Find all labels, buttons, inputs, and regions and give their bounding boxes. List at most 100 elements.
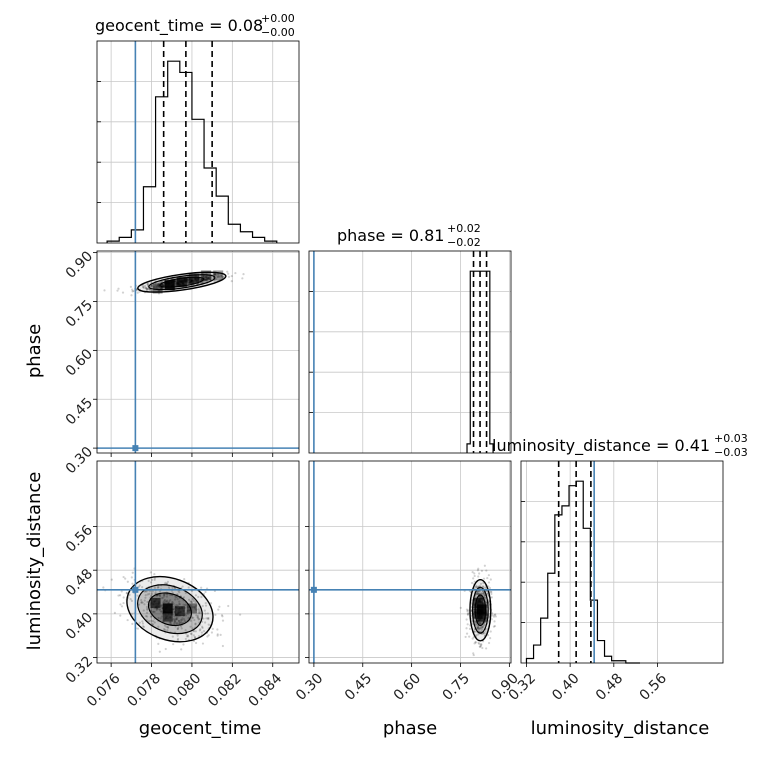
pair-panel-geocent-time-vs-luminosity-distance-sample: [217, 608, 220, 611]
hist-panel-phase-border: [308, 250, 512, 454]
pair-panel-phase-vs-luminosity-distance-sample: [482, 592, 485, 595]
hist-panel-luminosity-distance-bin: [526, 659, 533, 663]
pair-panel-geocent-time-vs-luminosity-distance-sample: [168, 621, 171, 624]
pair-panel-geocent-time-vs-luminosity-distance-sample: [173, 619, 176, 622]
pair-panel-geocent-time-vs-phase-sample: [154, 286, 157, 289]
pair-panel-geocent-time-vs-phase-sample: [161, 286, 165, 290]
pair-panel-phase-vs-luminosity-distance-sample: [487, 600, 491, 603]
pair-panel-geocent-time-vs-phase-sample: [162, 283, 166, 286]
pair-panel-geocent-time-vs-phase-sample: [145, 289, 149, 292]
pair-panel-geocent-time-vs-phase-sample: [208, 277, 211, 281]
ytick-label-phase: 0.45: [63, 395, 96, 428]
pair-panel-geocent-time-vs-luminosity-distance-sample: [176, 627, 179, 630]
pair-panel-geocent-time-vs-luminosity-distance-sample: [198, 629, 201, 632]
pair-panel-geocent-time-vs-luminosity-distance-sample: [165, 582, 168, 585]
pair-panel-phase-vs-luminosity-distance-border: [308, 460, 512, 664]
pair-panel-phase-vs-luminosity-distance-sample: [481, 646, 484, 650]
title-luminosity-distance-sub: −0.03: [714, 446, 748, 459]
pair-panel-geocent-time-vs-luminosity-distance-sample: [156, 607, 160, 610]
pair-panel-geocent-time-vs-luminosity-distance-sample: [145, 611, 149, 614]
pair-panel-geocent-time-vs-phase-sample: [150, 284, 153, 287]
pair-panel-geocent-time-vs-phase-sample: [205, 278, 208, 281]
pair-panel-geocent-time-vs-phase-truth-marker: [132, 445, 139, 452]
pair-panel-geocent-time-vs-phase-sample: [217, 275, 220, 278]
pair-panel-geocent-time-vs-phase-sample: [142, 286, 145, 289]
pair-panel-geocent-time-vs-luminosity-distance-sample: [151, 590, 154, 593]
pair-panel-geocent-time-vs-phase-sample: [161, 283, 164, 286]
title-luminosity-distance-main: luminosity_distance = 0.41: [492, 436, 710, 456]
pair-panel-geocent-time-vs-luminosity-distance-sample: [207, 634, 210, 637]
pair-panel-geocent-time-vs-luminosity-distance-sample: [138, 584, 141, 587]
pair-panel-geocent-time-vs-phase-sample: [209, 275, 212, 278]
pair-panel-geocent-time-vs-phase-sample: [174, 279, 177, 282]
pair-panel-geocent-time-vs-phase-mode-cell: [213, 270, 224, 281]
pair-panel-geocent-time-vs-luminosity-distance-sample: [164, 581, 167, 584]
pair-panel-geocent-time-vs-luminosity-distance-sample: [189, 619, 192, 622]
pair-panel-geocent-time-vs-phase-sample: [103, 289, 106, 292]
pair-panel-phase-vs-luminosity-distance-sample: [487, 574, 490, 577]
pair-panel-geocent-time-vs-luminosity-distance-sample: [192, 634, 195, 637]
pair-panel-phase-vs-luminosity-distance-sample: [476, 590, 479, 593]
pair-panel-phase-vs-luminosity-distance-sample: [482, 590, 485, 593]
xlabel-luminosity-distance: luminosity_distance: [531, 718, 710, 739]
ytick-label-phase: 0.90: [63, 248, 96, 281]
pair-panel-geocent-time-vs-phase-sample: [146, 282, 149, 285]
pair-panel-geocent-time-vs-luminosity-distance-sample: [155, 607, 159, 610]
pair-panel-geocent-time-vs-phase-sample: [204, 278, 207, 281]
pair-panel-phase-vs-luminosity-distance-sample: [479, 596, 482, 599]
pair-panel-geocent-time-vs-luminosity-distance-sample: [147, 620, 151, 623]
pair-panel-geocent-time-vs-luminosity-distance-sample: [153, 578, 156, 581]
pair-panel-geocent-time-vs-luminosity-distance-sample: [131, 622, 134, 625]
pair-panel-geocent-time-vs-phase-sample: [208, 276, 211, 279]
pair-panel-geocent-time-vs-phase-sample: [186, 278, 189, 281]
pair-panel-geocent-time-vs-luminosity-distance-sample: [206, 612, 209, 615]
hist-panel-luminosity-distance: [520, 460, 724, 667]
pair-panel-geocent-time-vs-luminosity-distance-sample: [151, 620, 155, 623]
pair-panel-phase-vs-luminosity-distance-sample: [493, 624, 497, 628]
pair-panel-geocent-time-vs-luminosity-distance-sample: [147, 579, 150, 582]
pair-panel-phase-vs-luminosity-distance-sample: [489, 637, 492, 640]
pair-panel-phase-vs-luminosity-distance-sample: [480, 592, 483, 595]
pair-panel-geocent-time-vs-luminosity-distance-sample: [128, 593, 131, 597]
pair-panel-geocent-time-vs-luminosity-distance-sample: [151, 610, 154, 613]
pair-panel-geocent-time-vs-luminosity-distance-sample: [221, 619, 225, 622]
pair-panel-geocent-time-vs-luminosity-distance-sample: [137, 603, 141, 606]
pair-panel-geocent-time-vs-luminosity-distance-sample: [162, 594, 166, 597]
pair-panel-phase-vs-luminosity-distance-sample: [489, 590, 492, 593]
pair-panel-geocent-time-vs-luminosity-distance-sample: [144, 614, 148, 618]
pair-panel-geocent-time-vs-luminosity-distance-sample: [167, 586, 171, 589]
pair-panel-geocent-time-vs-luminosity-distance-sample: [184, 629, 187, 632]
pair-panel-geocent-time-vs-phase-sample: [207, 277, 211, 280]
pair-panel-geocent-time-vs-luminosity-distance-sample: [194, 641, 198, 645]
pair-panel-phase-vs-luminosity-distance-sample: [479, 621, 482, 624]
pair-panel-phase-vs-luminosity-distance-sample: [474, 586, 477, 589]
pair-panel-geocent-time-vs-phase-sample: [205, 276, 208, 279]
pair-panel-geocent-time-vs-luminosity-distance-sample: [145, 615, 149, 618]
pair-panel-geocent-time-vs-luminosity-distance-sample: [202, 629, 206, 633]
pair-panel-geocent-time-vs-phase-sample: [216, 276, 219, 279]
pair-panel-phase-vs-luminosity-distance: [305, 460, 512, 667]
ytick-label-phase: 0.60: [63, 346, 96, 379]
pair-panel-phase-vs-luminosity-distance-sample: [476, 626, 480, 630]
pair-panel-geocent-time-vs-phase-sample: [206, 276, 210, 280]
pair-panel-geocent-time-vs-phase-sample: [144, 286, 148, 289]
pair-panel-geocent-time-vs-luminosity-distance-sample: [196, 616, 199, 619]
pair-panel-geocent-time-vs-phase-sample: [230, 280, 233, 283]
pair-panel-geocent-time-vs-phase-sample: [159, 286, 163, 290]
pair-panel-geocent-time-vs-luminosity-distance-sample: [195, 608, 198, 611]
ytick-label-phase: 0.75: [63, 297, 96, 330]
pair-panel-geocent-time-vs-phase-sample: [131, 290, 134, 293]
pair-panel-geocent-time-vs-luminosity-distance-bg: [97, 461, 299, 663]
pair-panel-geocent-time-vs-luminosity-distance-sample: [203, 621, 207, 624]
pair-panel-phase-vs-luminosity-distance-sample: [494, 615, 497, 618]
pair-panel-geocent-time-vs-luminosity-distance-sample: [175, 622, 178, 625]
hist-panel-luminosity-distance-bin: [562, 506, 569, 663]
pair-panel-geocent-time-vs-luminosity-distance-sample: [173, 622, 176, 625]
pair-panel-geocent-time-vs-phase-sample: [199, 279, 202, 282]
pair-panel-phase-vs-luminosity-distance-sample: [481, 625, 485, 628]
pair-panel-geocent-time-vs-phase-sample: [241, 277, 244, 280]
pair-panel-geocent-time-vs-luminosity-distance-sample: [110, 578, 113, 581]
pair-panel-geocent-time-vs-luminosity-distance-sample: [164, 601, 167, 604]
pair-panel-geocent-time-vs-luminosity-distance-sample: [201, 625, 204, 628]
pair-panel-phase-vs-luminosity-distance-sample: [473, 572, 476, 575]
